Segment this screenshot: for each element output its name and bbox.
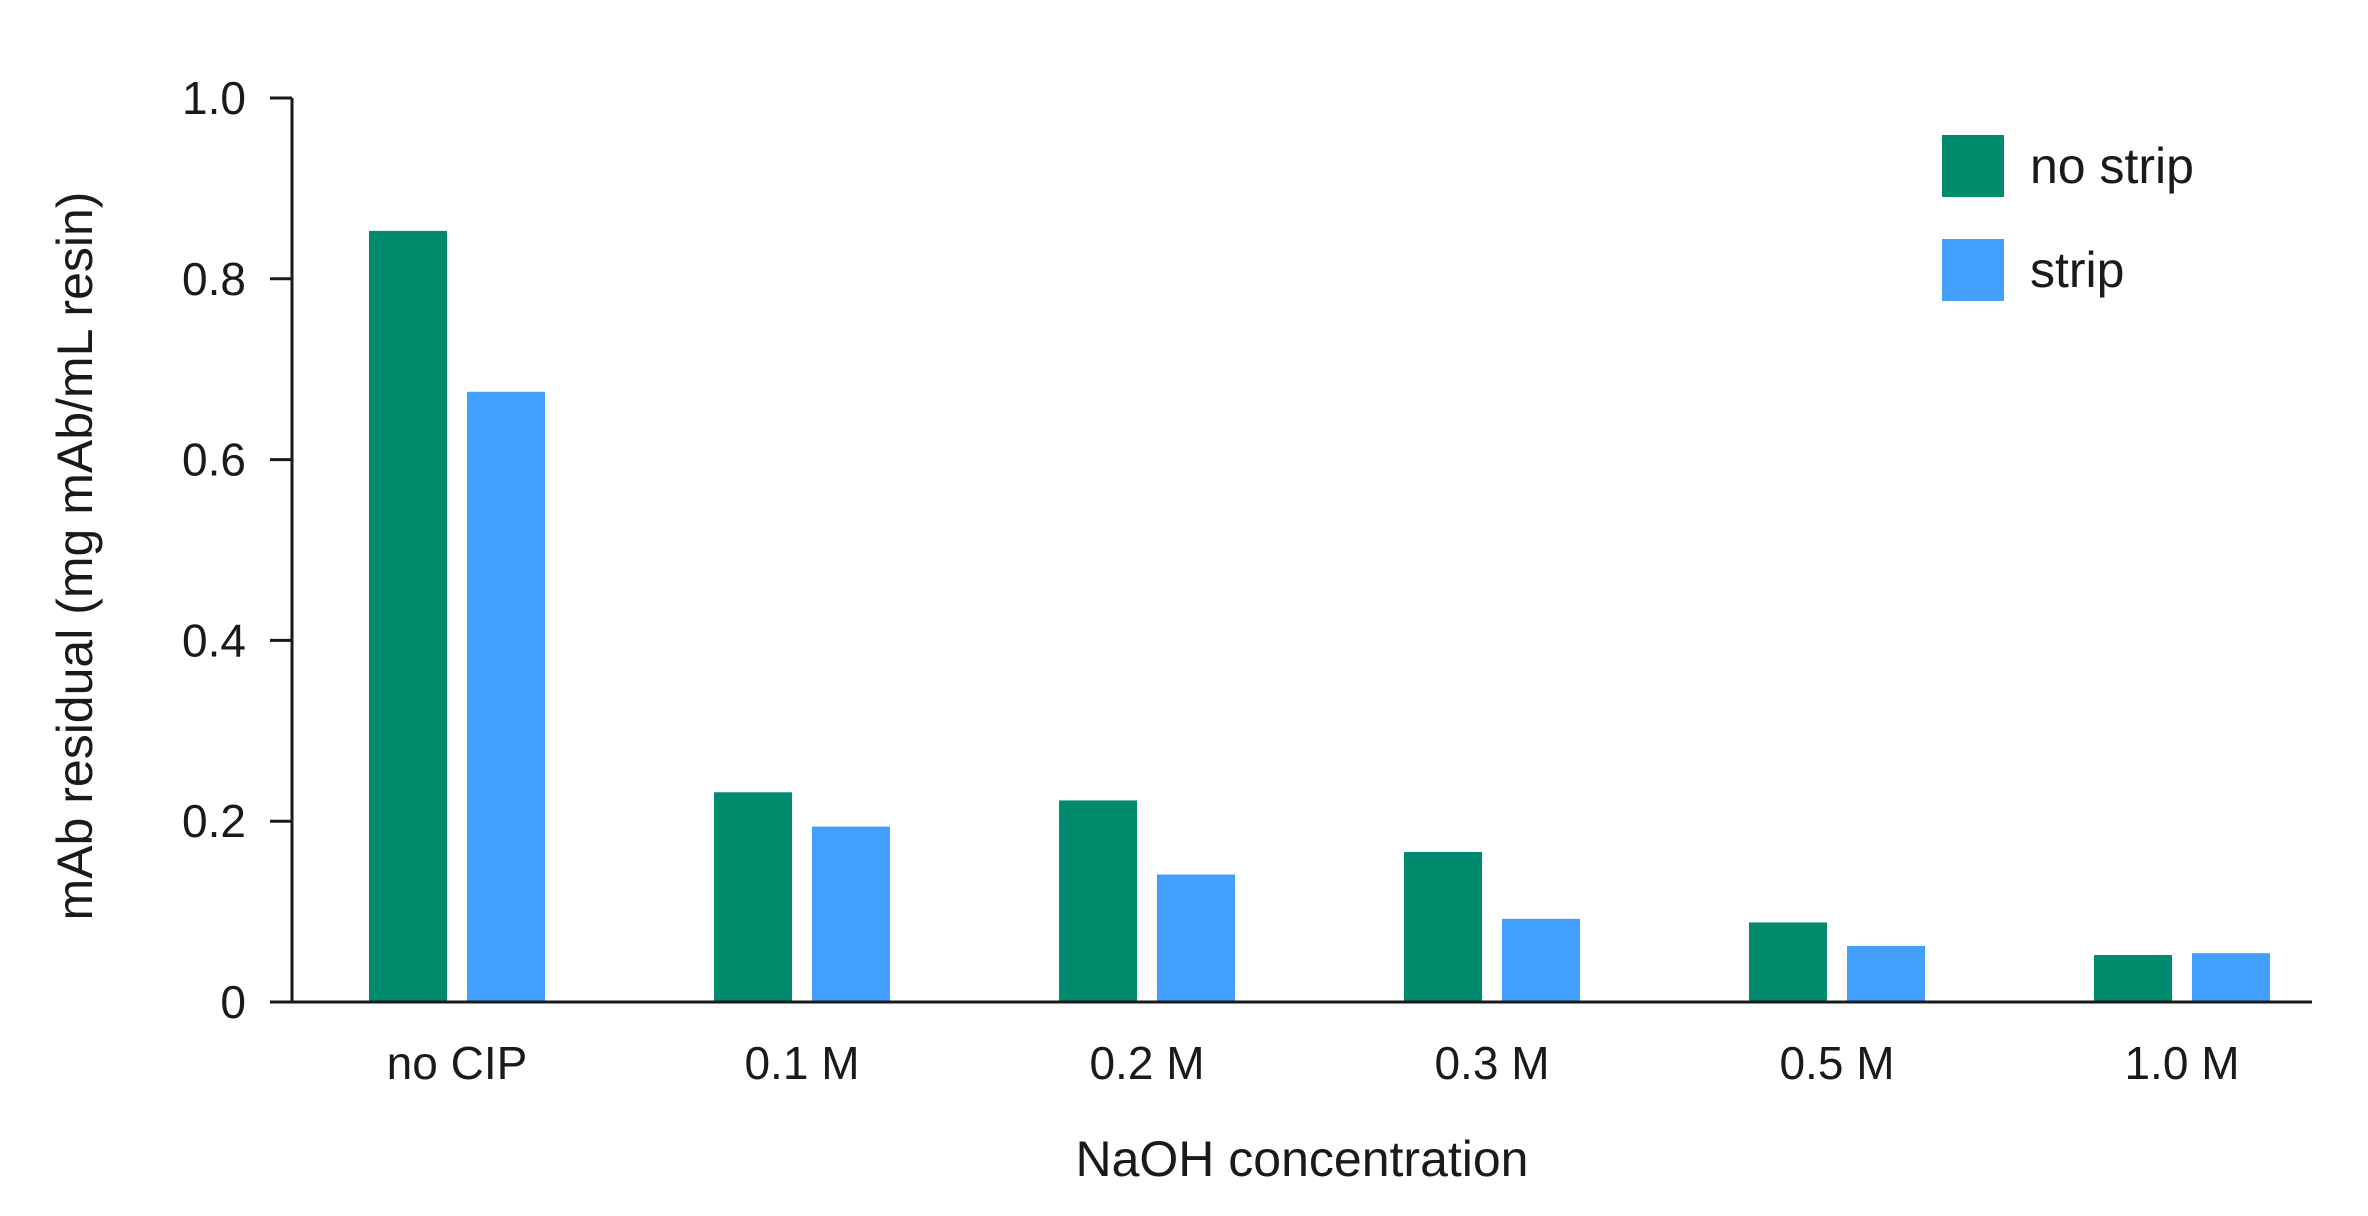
x-tick-label: 0.1 M: [744, 1037, 859, 1089]
bars-group: [369, 230, 2270, 1002]
y-tick-label: 1.0: [182, 72, 246, 124]
x-axis-title: NaOH concentration: [1075, 1131, 1528, 1187]
bar-no-strip-2: [1059, 800, 1137, 1002]
x-tick-label: 1.0 M: [2124, 1037, 2239, 1089]
bar-strip-1: [812, 826, 890, 1002]
legend-swatch-strip: [1942, 239, 2004, 301]
x-tick-label: no CIP: [387, 1037, 528, 1089]
bar-strip-3: [1502, 918, 1580, 1002]
y-tick-label: 0.8: [182, 253, 246, 305]
legend-label-strip: strip: [2030, 242, 2124, 298]
bar-strip-0: [467, 391, 545, 1002]
bar-no-strip-5: [2094, 954, 2172, 1002]
legend: no strip strip: [1942, 135, 2194, 301]
bar-strip-5: [2192, 953, 2270, 1002]
y-tick-label: 0: [220, 976, 246, 1028]
y-axis-title: mAb residual (mg mAb/mL resin): [47, 192, 103, 921]
x-axis-ticks: no CIP 0.1 M 0.2 M 0.3 M 0.5 M 1.0 M: [387, 1037, 2240, 1089]
x-tick-label: 0.2 M: [1089, 1037, 1204, 1089]
bar-strip-4: [1847, 945, 1925, 1002]
y-axis-ticks: 0 0.2 0.4 0.6 0.8 1.0: [182, 72, 292, 1028]
y-tick-label: 0.4: [182, 614, 246, 666]
y-tick-label: 0.2: [182, 795, 246, 847]
bar-strip-2: [1157, 874, 1235, 1002]
bar-no-strip-4: [1749, 922, 1827, 1002]
x-tick-label: 0.3 M: [1434, 1037, 1549, 1089]
x-tick-label: 0.5 M: [1779, 1037, 1894, 1089]
bar-no-strip-0: [369, 230, 447, 1002]
legend-label-no-strip: no strip: [2030, 138, 2194, 194]
bar-no-strip-3: [1404, 851, 1482, 1002]
bar-no-strip-1: [714, 792, 792, 1002]
y-tick-label: 0.6: [182, 434, 246, 486]
legend-swatch-no-strip: [1942, 135, 2004, 197]
